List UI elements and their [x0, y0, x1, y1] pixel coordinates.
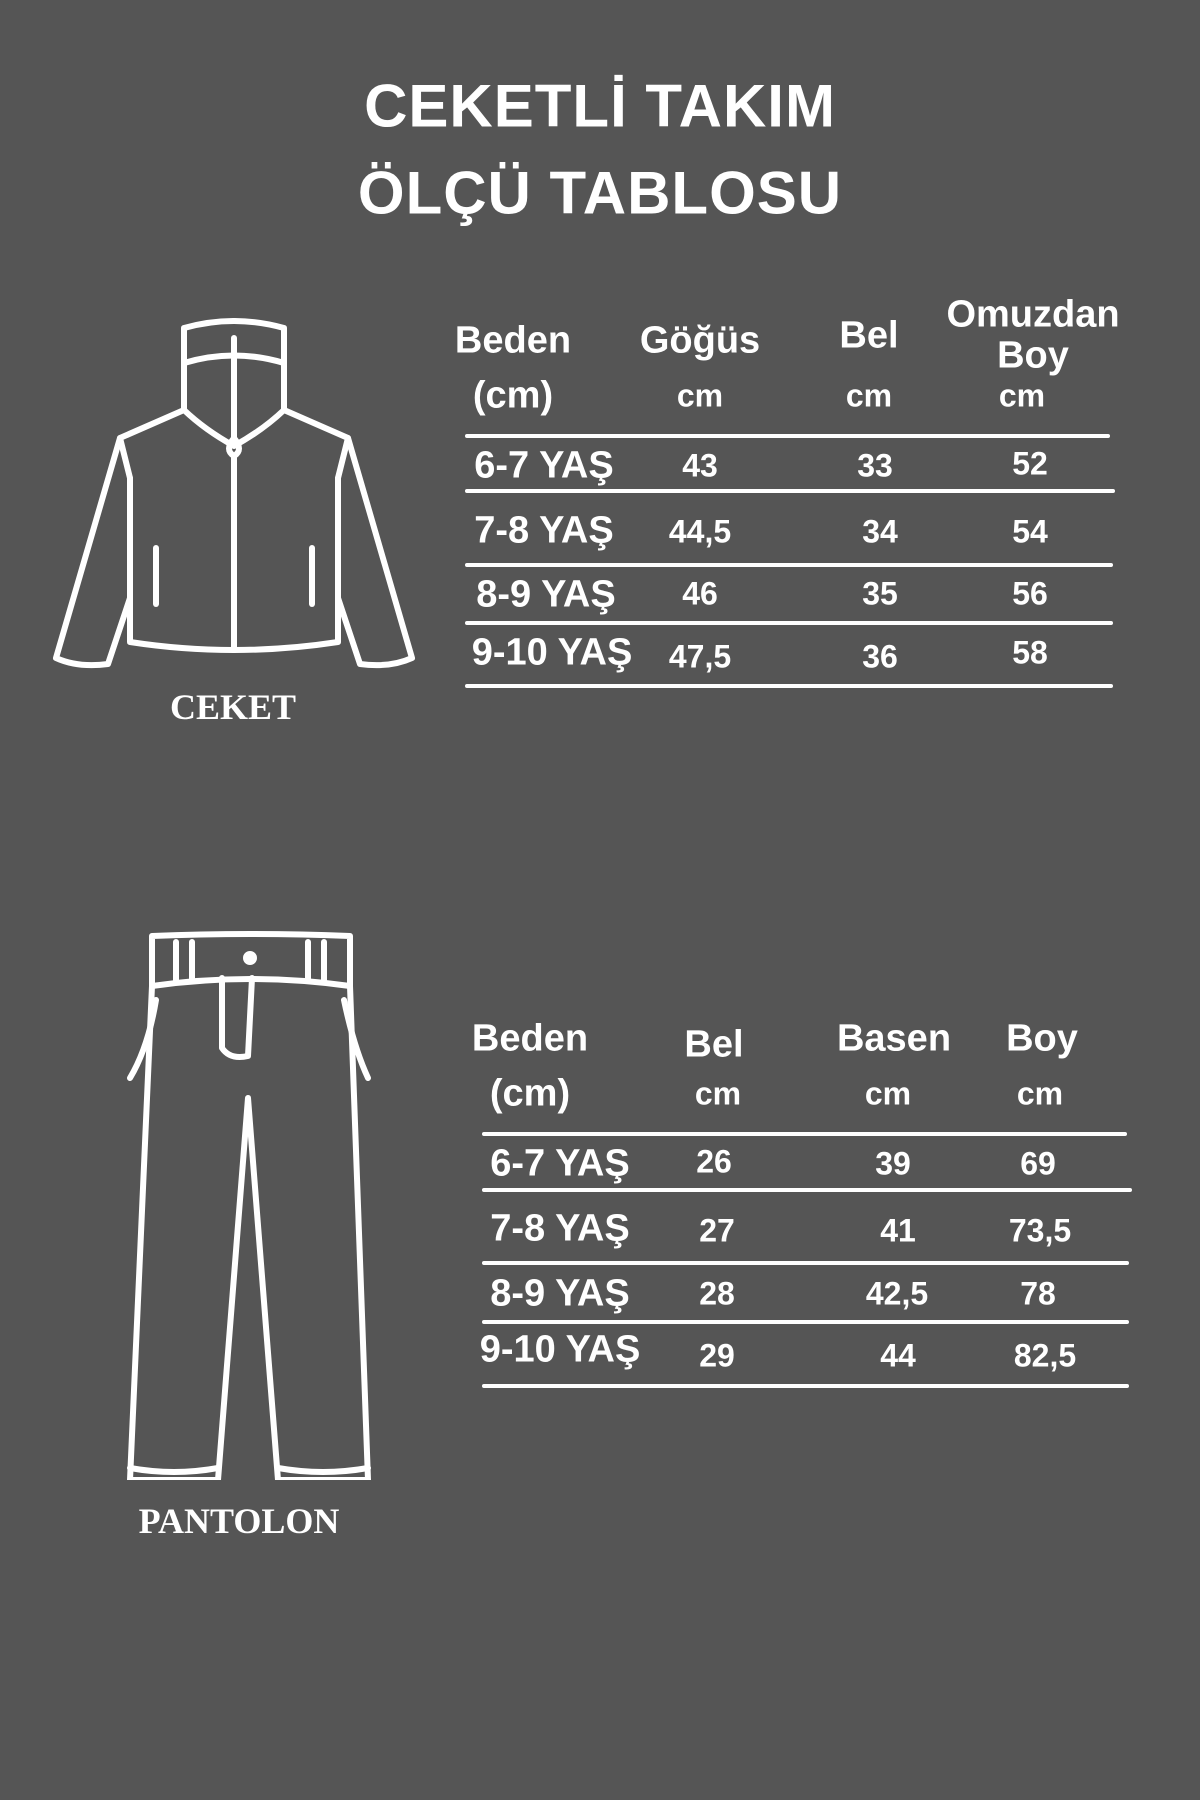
divider [465, 434, 1110, 438]
jacket-header-boy-unit: cm [998, 377, 1046, 414]
pants-header-boy-unit: cm [1016, 1075, 1064, 1112]
title-line-2: ÖLÇÜ TABLOSU [357, 159, 843, 227]
size-cell: 6-7 YAŞ [490, 1142, 630, 1185]
size-cell: 8-9 YAŞ [490, 1272, 630, 1315]
jacket-header-beden: Beden [454, 319, 572, 362]
boy-cell: 54 [1012, 513, 1048, 550]
boy-cell: 78 [1020, 1275, 1056, 1312]
basen-cell: 41 [880, 1212, 916, 1249]
divider [482, 1261, 1129, 1265]
pants-header-bel: Bel [684, 1023, 744, 1066]
basen-cell: 42,5 [865, 1275, 929, 1312]
gogus-cell: 47,5 [668, 638, 732, 675]
gogus-cell: 46 [682, 575, 718, 612]
jacket-label: CEKET [169, 687, 297, 727]
divider [482, 1320, 1129, 1324]
title-line-1: CEKETLİ TAKIM [364, 72, 836, 140]
bel-cell: 34 [862, 513, 898, 550]
boy-cell: 56 [1012, 575, 1048, 612]
divider [465, 684, 1113, 688]
size-cell: 9-10 YAŞ [471, 631, 633, 674]
gogus-cell: 44,5 [668, 513, 732, 550]
divider [465, 563, 1113, 567]
basen-cell: 44 [880, 1337, 916, 1374]
pants-header-basen: Basen [836, 1017, 952, 1060]
divider [482, 1132, 1127, 1136]
bel-cell: 35 [862, 575, 898, 612]
jacket-header-bel: Bel [839, 314, 899, 357]
bel-cell: 26 [696, 1143, 732, 1180]
gogus-cell: 43 [682, 447, 718, 484]
jacket-header-gogus-unit: cm [676, 377, 724, 414]
divider [465, 621, 1113, 625]
boy-cell: 58 [1012, 634, 1048, 671]
bel-cell: 29 [699, 1337, 735, 1374]
boy-cell: 69 [1020, 1145, 1056, 1182]
divider [482, 1188, 1132, 1192]
size-cell: 8-9 YAŞ [476, 573, 616, 616]
jacket-header-boy: Boy [997, 334, 1069, 377]
bel-cell: 27 [699, 1212, 735, 1249]
basen-cell: 39 [875, 1145, 911, 1182]
pants-header-bel-unit: cm [694, 1075, 742, 1112]
jacket-icon [53, 318, 415, 669]
pants-header-boy: Boy [1006, 1017, 1078, 1060]
boy-cell: 82,5 [1013, 1337, 1077, 1374]
size-cell: 6-7 YAŞ [474, 444, 614, 487]
size-cell: 7-8 YAŞ [474, 509, 614, 552]
bel-cell: 36 [862, 638, 898, 675]
pants-label: PANTOLON [138, 1501, 340, 1541]
divider [482, 1384, 1129, 1388]
pants-header-basen-unit: cm [864, 1075, 912, 1112]
jacket-header-gogus: Göğüs [639, 319, 761, 362]
size-cell: 7-8 YAŞ [490, 1207, 630, 1250]
jacket-header-bel-unit: cm [845, 377, 893, 414]
jacket-header-omuzdan: Omuzdan [946, 293, 1120, 336]
divider [465, 489, 1115, 493]
bel-cell: 28 [699, 1275, 735, 1312]
bel-cell: 33 [857, 447, 893, 484]
jacket-header-beden-unit: (cm) [472, 374, 554, 417]
pants-header-beden: Beden [471, 1017, 589, 1060]
boy-cell: 73,5 [1008, 1212, 1072, 1249]
pants-header-beden-unit: (cm) [489, 1072, 571, 1115]
pants-icon [127, 931, 371, 1480]
boy-cell: 52 [1012, 445, 1048, 482]
size-cell: 9-10 YAŞ [479, 1328, 641, 1371]
